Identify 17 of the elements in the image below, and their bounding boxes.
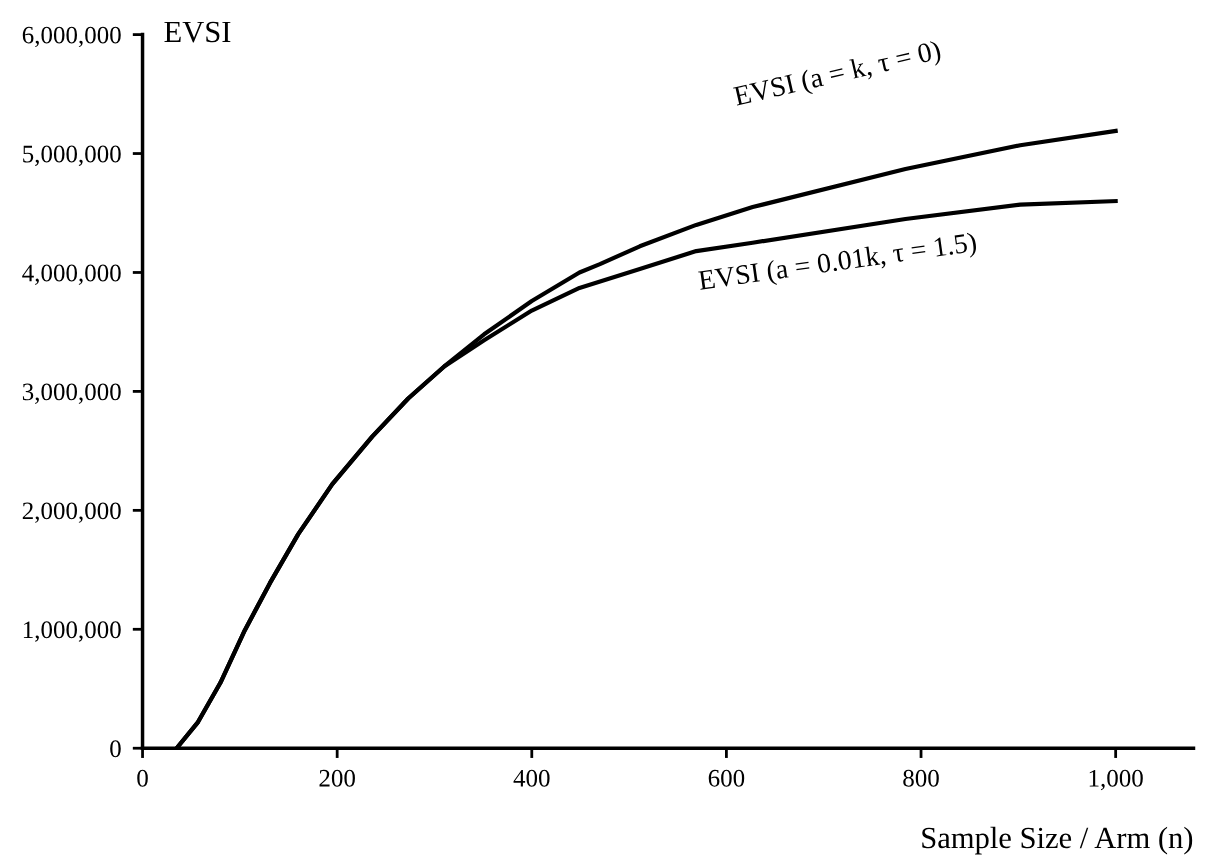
y-tick-label: 5,000,000 <box>23 145 121 167</box>
y-tick-label: 6,000,000 <box>22 26 121 48</box>
x-tick-label: 200 <box>319 769 355 787</box>
x-tick-label: 1,000 <box>1089 769 1143 791</box>
y-tick-label: 3,000,000 <box>22 383 121 404</box>
x-axis-title: Sample Size / Arm (n) <box>922 826 1193 855</box>
x-tick-label: 400 <box>513 769 550 787</box>
text: EVSI (a = 0.01k, τ = 1.5) <box>697 231 978 296</box>
y-tick-label: 0 <box>110 740 121 758</box>
y-tick-label: 1,000,000 <box>23 621 121 642</box>
y-tick-label: 4,000,000 <box>22 264 121 285</box>
x-tick-label: 0 <box>137 769 148 787</box>
y-axis-title: EVSI <box>164 21 231 43</box>
y-tick-label: 2,000,000 <box>22 502 121 523</box>
x-tick-label: 600 <box>708 769 745 787</box>
x-tick-label: 800 <box>903 769 939 787</box>
text: EVSI (a = k, τ = 0) <box>732 39 943 112</box>
